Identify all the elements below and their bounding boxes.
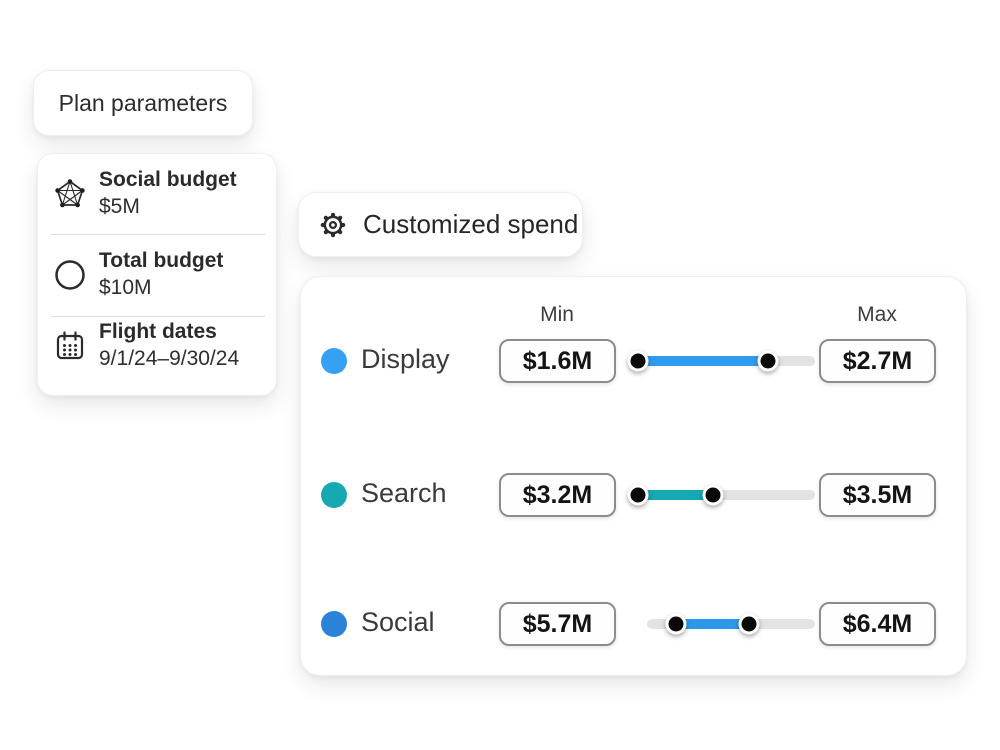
slider-min-handle[interactable] [665, 613, 687, 635]
channel-color-dot [321, 611, 347, 637]
detail-label: Total budget [99, 249, 224, 273]
channel-label: Social [361, 607, 435, 637]
detail-item-total-budget: Total budget $10M [38, 235, 276, 315]
slider-min-handle[interactable] [627, 484, 649, 506]
min-column-header: Min [540, 303, 574, 326]
circle-icon [53, 258, 87, 292]
range-slider[interactable] [629, 613, 815, 635]
gear-icon [316, 208, 350, 242]
detail-item-social-budget: Social budget $5M [38, 154, 276, 234]
detail-value: $5M [99, 195, 140, 218]
range-slider[interactable] [627, 350, 815, 372]
min-value-field[interactable]: $3.2M [499, 473, 616, 517]
max-value-field[interactable]: $2.7M [819, 339, 936, 383]
slider-max-handle[interactable] [702, 484, 724, 506]
detail-value: $10M [99, 276, 152, 299]
pentagon-network-icon [53, 177, 87, 211]
slider-max-handle[interactable] [738, 613, 760, 635]
divider [51, 316, 265, 317]
detail-label: Social budget [99, 168, 237, 192]
plan-parameters-title: Plan parameters [58, 89, 228, 116]
range-slider[interactable] [627, 484, 815, 506]
slider-fill [637, 490, 714, 500]
max-value-field[interactable]: $6.4M [819, 602, 936, 646]
slider-max-handle[interactable] [757, 350, 779, 372]
detail-value: 9/1/24–9/30/24 [99, 347, 240, 370]
customized-spend-button[interactable]: Customized spend [298, 192, 583, 257]
detail-label: Flight dates [99, 320, 217, 344]
plan-parameters-card: Plan parameters [33, 70, 253, 136]
channel-color-dot [321, 348, 347, 374]
calendar-icon [53, 329, 87, 363]
detail-item-flight-dates: Flight dates 9/1/24–9/30/24 [38, 306, 276, 386]
channel-label: Search [361, 478, 447, 508]
min-value-field[interactable]: $5.7M [499, 602, 616, 646]
customized-spend-panel: Min Max Display $1.6M $2.7M Search $3.2M [300, 276, 967, 676]
slider-fill [676, 619, 749, 629]
channel-color-dot [321, 482, 347, 508]
max-value-field[interactable]: $3.5M [819, 473, 936, 517]
slider-fill [637, 356, 768, 366]
min-value-field[interactable]: $1.6M [499, 339, 616, 383]
customized-spend-label: Customized spend [363, 209, 579, 239]
divider [51, 234, 265, 235]
channel-label: Display [361, 344, 450, 374]
slider-min-handle[interactable] [627, 350, 649, 372]
plan-details-card: Flight dates 9/1/24–9/30/24 Total budget… [37, 153, 277, 396]
max-column-header: Max [857, 303, 897, 326]
